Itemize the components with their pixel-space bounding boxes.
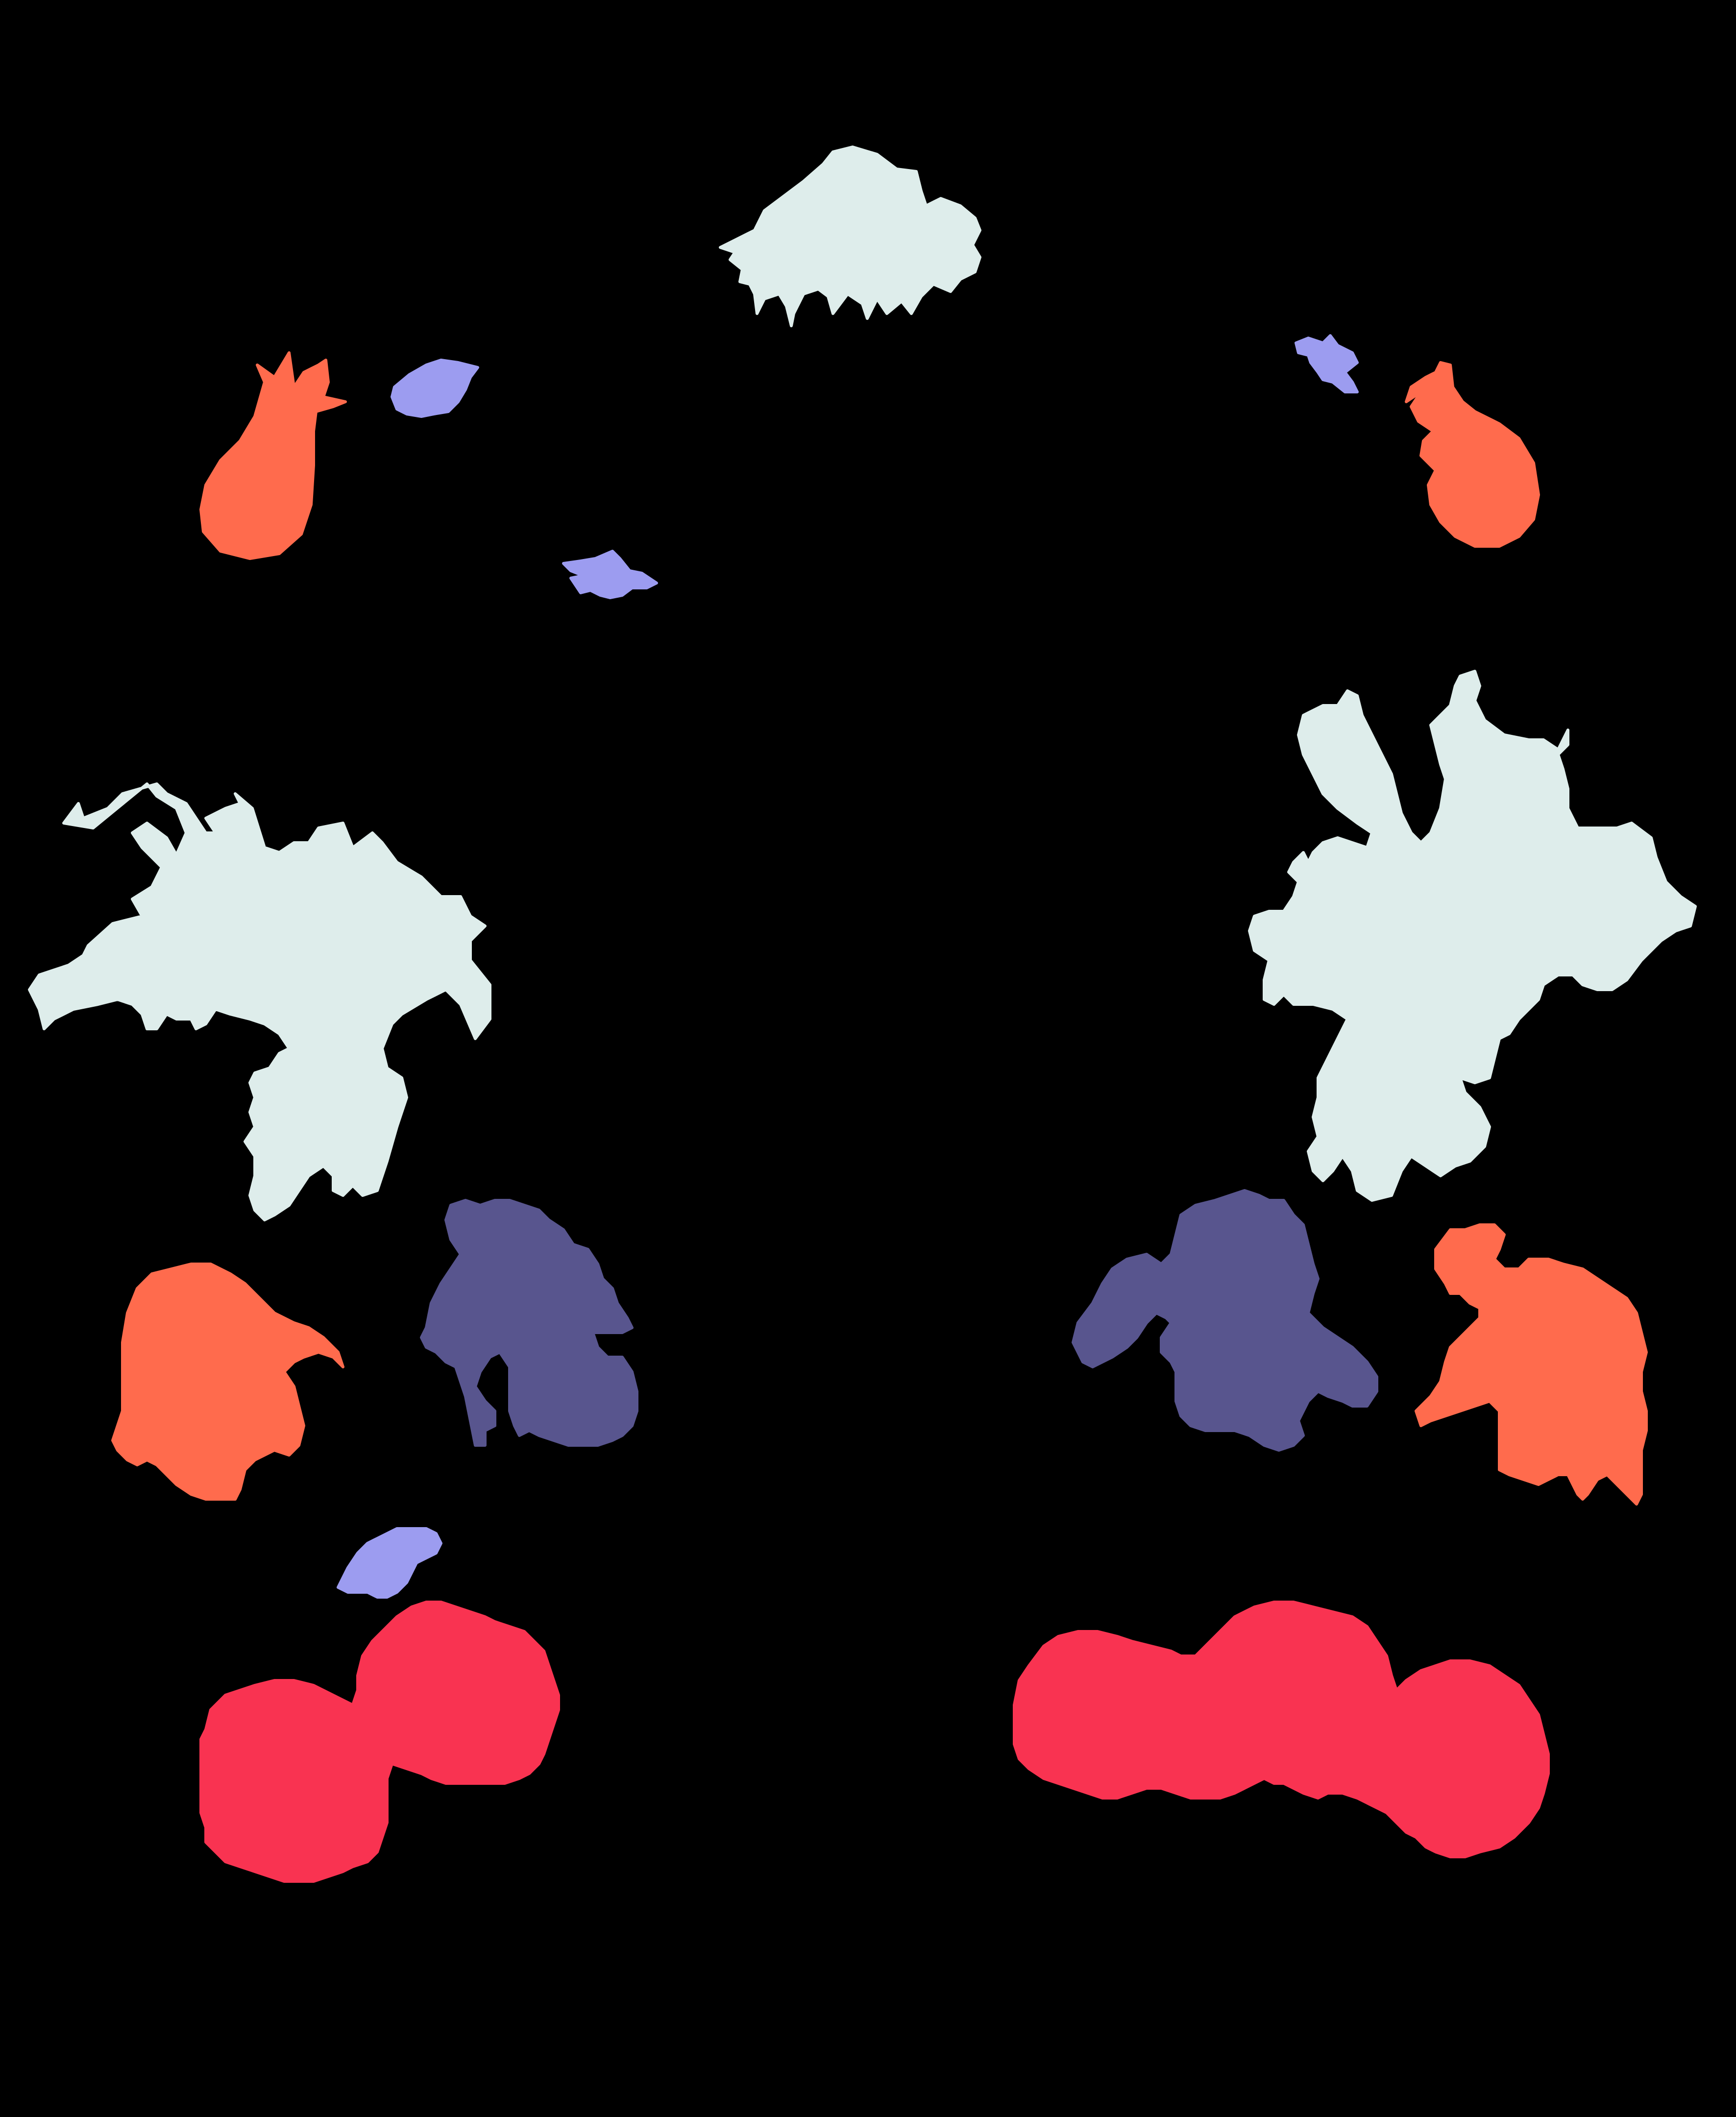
small-petal-upper-left — [391, 359, 479, 418]
lily-cluster-right — [1248, 670, 1697, 1202]
small-petal-mid-left — [562, 550, 658, 599]
lily-cluster-left — [28, 782, 491, 1221]
carnation-cluster-right — [1013, 1601, 1550, 1858]
tulip-bud-upper-right — [1405, 361, 1540, 548]
iris-right — [1072, 1189, 1378, 1452]
bell-flower-right — [1415, 1223, 1648, 1506]
carnation-cluster-left — [199, 1601, 560, 1883]
bell-flower-left — [111, 1263, 344, 1501]
chrysanthemum-top-center — [719, 146, 981, 327]
small-petal-lower-left — [337, 1527, 442, 1599]
tulip-bud-upper-left — [199, 351, 347, 560]
small-petal-upper-right — [1295, 334, 1359, 393]
iris-left — [420, 1199, 638, 1447]
